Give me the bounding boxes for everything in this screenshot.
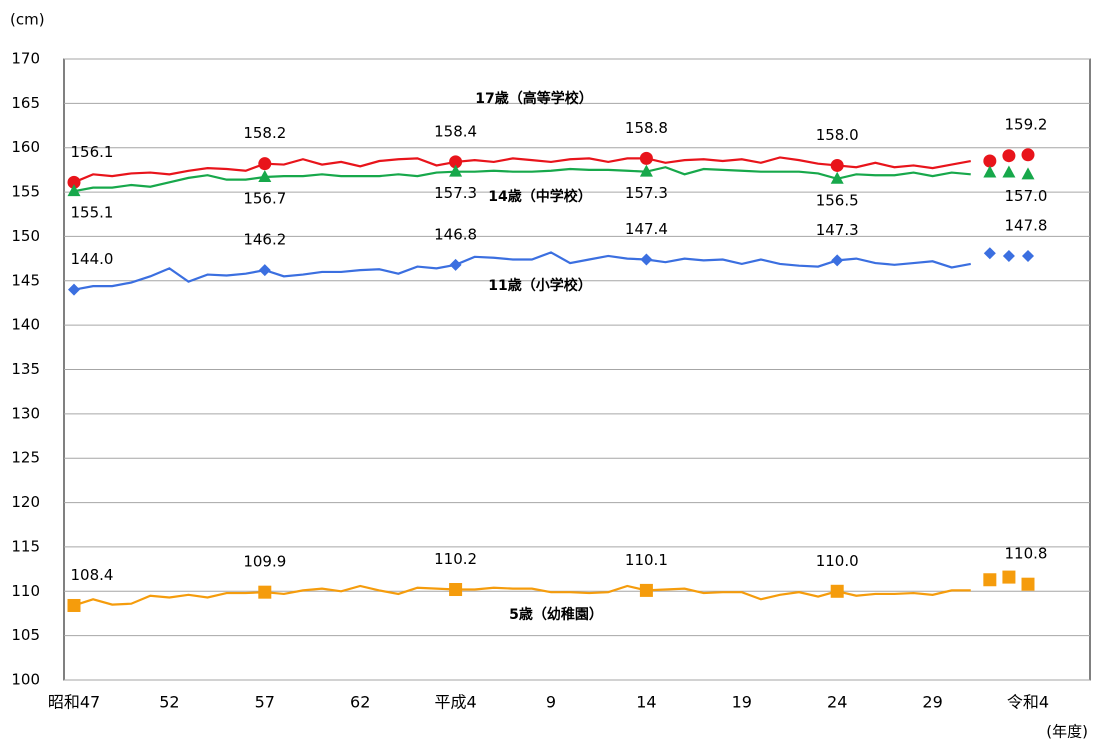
data-label: 156.5 [816, 191, 859, 209]
series-name: 11歳（小学校） [488, 277, 591, 294]
marker [983, 165, 997, 178]
x-tick-label: 昭和47 [48, 693, 100, 712]
y-tick-label: 125 [11, 449, 40, 467]
y-tick-label: 160 [11, 138, 40, 156]
y-tick-label: 120 [11, 493, 40, 511]
marker [258, 157, 272, 171]
series-line [73, 156, 971, 184]
series-line [73, 166, 971, 193]
y-tick-label: 170 [11, 50, 40, 68]
x-tick-label: 9 [546, 693, 556, 712]
marker [830, 584, 844, 598]
data-label: 147.3 [816, 221, 859, 239]
marker [258, 264, 271, 277]
data-label: 110.0 [816, 552, 859, 570]
data-label: 147.8 [1005, 216, 1048, 234]
data-label: 155.1 [71, 204, 114, 222]
marker [449, 583, 463, 597]
marker [1002, 249, 1015, 262]
y-tick-label: 165 [11, 94, 40, 112]
data-label: 157.3 [625, 184, 668, 202]
marker [1002, 165, 1016, 178]
y-tick-label: 130 [11, 404, 40, 422]
data-label: 146.2 [243, 231, 286, 249]
x-tick-label: 29 [922, 693, 942, 712]
marker [68, 283, 80, 296]
x-tick-label: 19 [732, 693, 752, 712]
marker [258, 169, 272, 182]
marker [1002, 570, 1016, 584]
data-label: 159.2 [1005, 115, 1048, 133]
x-tick-label: 52 [159, 693, 179, 712]
marker [983, 573, 997, 587]
data-label: 110.1 [625, 551, 668, 569]
marker [639, 151, 653, 165]
data-label: 146.8 [434, 225, 477, 243]
x-tick-label: 平成4 [435, 693, 477, 712]
marker [1021, 148, 1035, 162]
x-tick-label: 14 [636, 693, 656, 712]
marker [67, 175, 81, 189]
data-label: 156.1 [71, 143, 114, 161]
y-tick-label: 150 [11, 227, 40, 245]
series-line [73, 584, 971, 607]
marker [640, 253, 653, 266]
marker [1002, 149, 1016, 163]
data-label: 156.7 [243, 189, 286, 207]
series-name: 14歳（中学校） [488, 188, 591, 205]
y-unit: (cm) [10, 11, 45, 29]
marker [449, 155, 463, 169]
data-label: 158.4 [434, 122, 477, 140]
marker [831, 254, 844, 267]
marker [983, 247, 996, 260]
data-label: 157.0 [1005, 187, 1048, 205]
data-label: 110.8 [1005, 545, 1048, 563]
marker [639, 583, 653, 597]
y-tick-label: 100 [11, 671, 40, 689]
marker [639, 164, 653, 177]
marker [830, 158, 844, 172]
marker [67, 184, 81, 197]
data-label: 109.9 [243, 553, 286, 571]
series-line [73, 251, 971, 291]
x-unit: (年度) [1046, 723, 1088, 741]
data-label: 147.4 [625, 220, 668, 238]
y-tick-label: 105 [11, 626, 40, 644]
data-label: 158.2 [243, 124, 286, 142]
y-tick-label: 110 [11, 582, 40, 600]
x-tick-label: 24 [827, 693, 847, 712]
marker [1022, 249, 1034, 262]
data-label: 110.2 [434, 550, 477, 568]
y-tick-label: 155 [11, 183, 40, 201]
y-tick-label: 145 [11, 271, 40, 289]
x-tick-label: 62 [350, 693, 370, 712]
data-label: 157.3 [434, 184, 477, 202]
series-name: 5歳（幼稚園） [509, 606, 603, 623]
marker [67, 598, 81, 612]
marker [449, 164, 463, 177]
marker [449, 258, 462, 271]
y-tick-label: 115 [11, 537, 40, 555]
data-label: 158.0 [816, 126, 859, 144]
marker [1021, 577, 1035, 591]
data-label: 158.8 [625, 119, 668, 137]
marker [258, 585, 272, 599]
series-name: 17歳（高等学校） [475, 90, 592, 107]
marker [830, 171, 844, 184]
x-tick-label: 令和4 [1007, 693, 1049, 712]
y-tick-label: 135 [11, 360, 40, 378]
y-tick-label: 140 [11, 316, 40, 334]
data-label: 108.4 [71, 566, 114, 584]
marker [1021, 167, 1035, 180]
x-tick-label: 57 [255, 693, 275, 712]
marker [983, 154, 997, 168]
data-label: 144.0 [71, 250, 114, 268]
